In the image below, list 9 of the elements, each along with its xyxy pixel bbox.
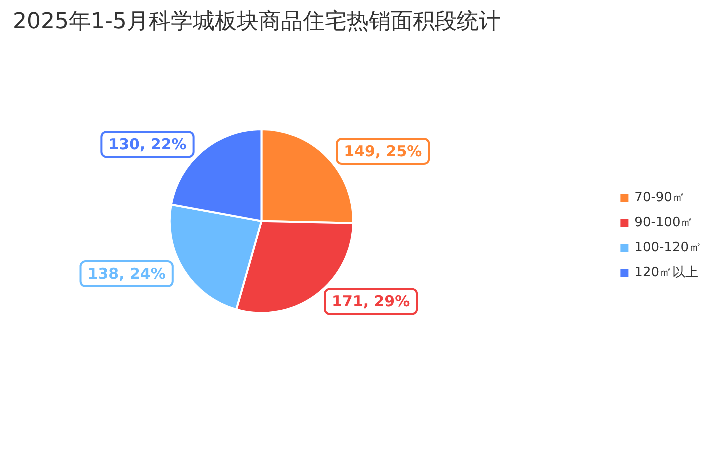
- legend-label: 90-100㎡: [634, 216, 694, 230]
- legend-label: 120㎡以上: [634, 266, 699, 280]
- legend-label: 100-120㎡: [634, 240, 702, 256]
- data-label: 138, 24%: [88, 265, 166, 284]
- legend-label: 70-90㎡: [634, 190, 686, 206]
- data-label: 130, 22%: [108, 136, 187, 154]
- data-label: 171, 29%: [332, 292, 410, 311]
- data-label: 149, 25%: [344, 142, 422, 161]
- chart-title: 2025年1-5月科学城板块商品住宅热销面积段统计: [13, 10, 501, 34]
